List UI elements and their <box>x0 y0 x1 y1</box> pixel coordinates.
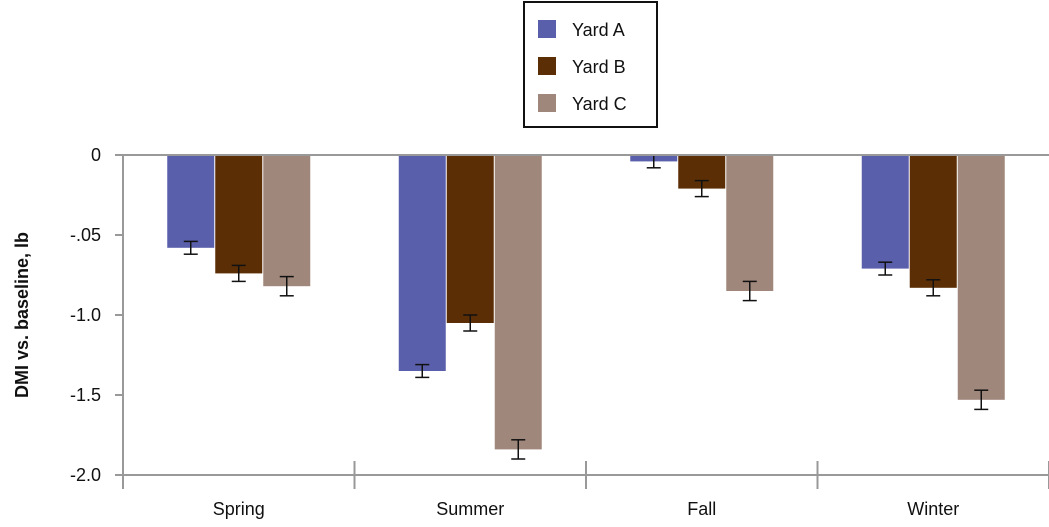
bar-yard-b-spring <box>215 155 263 274</box>
bar-yard-c-winter <box>957 155 1005 400</box>
bar-yard-a-winter <box>861 155 909 269</box>
y-tick-label: -.05 <box>70 225 101 245</box>
y-tick-label: -2.0 <box>70 465 101 485</box>
y-tick-label: 0 <box>91 145 101 165</box>
bar-yard-b-summer <box>446 155 494 323</box>
legend-swatch <box>538 57 556 75</box>
y-tick-label: -1.0 <box>70 305 101 325</box>
legend-swatch <box>538 20 556 38</box>
bar-yard-c-fall <box>726 155 774 291</box>
x-tick-label: Spring <box>213 499 265 519</box>
legend-label: Yard C <box>572 94 627 114</box>
x-tick-label: Summer <box>436 499 504 519</box>
plot-area <box>167 154 1005 460</box>
bar-yard-a-spring <box>167 155 215 248</box>
y-tick-label: -1.5 <box>70 385 101 405</box>
x-tick-label: Fall <box>687 499 716 519</box>
legend-swatch <box>538 94 556 112</box>
axes: 0 -.05 -1.0 -1.5 -2.0 Spring Summer Fall Winter <box>70 145 1049 519</box>
x-tick-label: Winter <box>907 499 959 519</box>
legend-label: Yard A <box>572 20 625 40</box>
bar-yard-c-spring <box>263 155 311 287</box>
legend-label: Yard B <box>572 57 626 77</box>
bar-yard-a-summer <box>398 155 446 371</box>
y-axis-title: DMI vs. baseline, lb <box>12 232 32 398</box>
bar-yard-c-summer <box>494 155 542 450</box>
bar-yard-b-winter <box>909 155 957 288</box>
legend: Yard A Yard B Yard C <box>523 1 658 128</box>
